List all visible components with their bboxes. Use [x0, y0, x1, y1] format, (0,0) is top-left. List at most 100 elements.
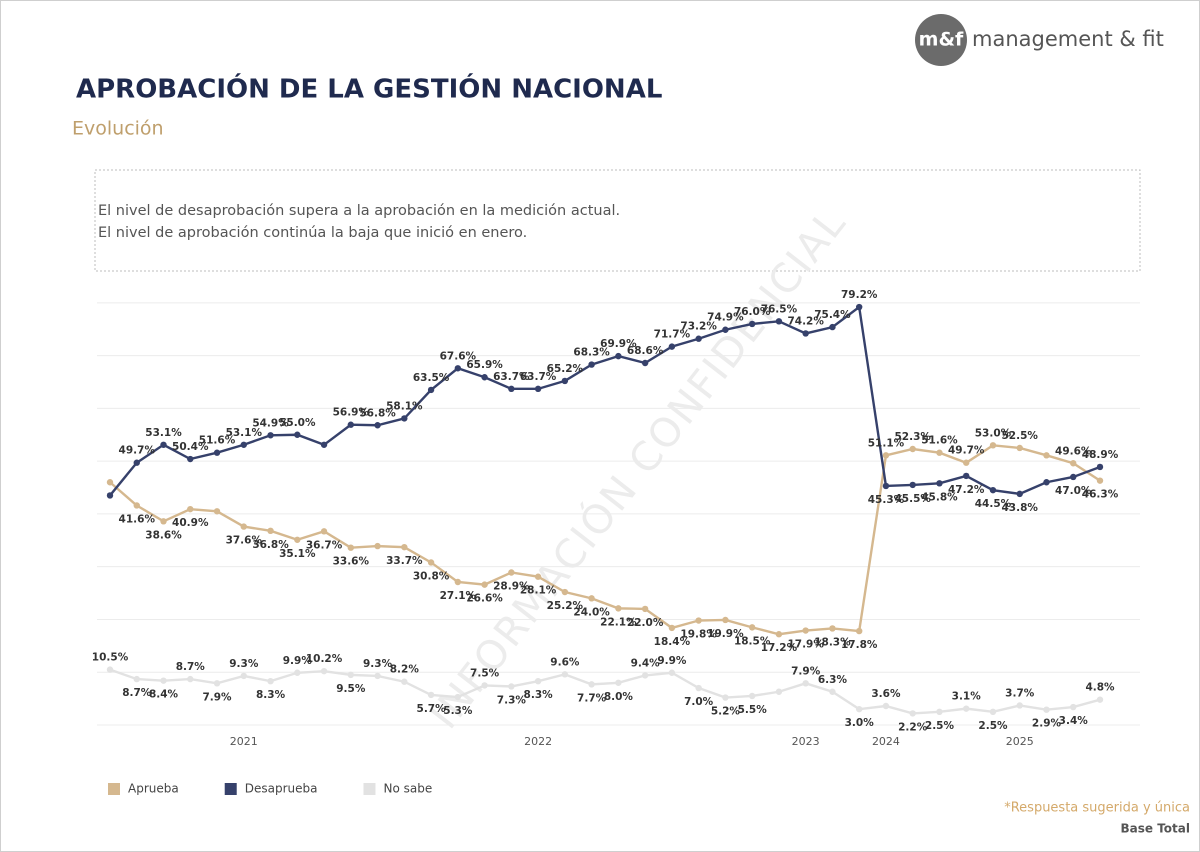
point-marker — [1070, 460, 1077, 467]
point-marker — [294, 431, 301, 438]
data-label: 41.6% — [119, 513, 156, 525]
legend-label: Desaprueba — [245, 782, 318, 796]
point-marker — [909, 481, 916, 489]
point-marker — [481, 682, 488, 689]
data-label: 40.9% — [172, 517, 209, 529]
data-label: 51.6% — [199, 435, 236, 447]
data-label: 7.9% — [791, 665, 821, 677]
data-label: 48.9% — [1082, 449, 1119, 461]
point-marker — [855, 303, 863, 311]
point-marker — [802, 680, 809, 687]
data-label: 58.1% — [386, 400, 423, 412]
data-label: 7.0% — [684, 696, 714, 708]
data-label: 18.4% — [654, 636, 691, 648]
data-label: 30.8% — [413, 570, 450, 582]
point-marker — [374, 542, 381, 550]
point-marker — [722, 616, 729, 624]
point-marker — [187, 675, 194, 683]
point-marker — [588, 361, 595, 368]
point-marker — [294, 669, 301, 676]
point-marker — [775, 688, 783, 695]
point-marker — [695, 335, 702, 342]
point-marker — [829, 323, 836, 331]
data-label: 27.1% — [440, 590, 477, 602]
point-marker — [213, 680, 221, 687]
data-label: 45.5% — [894, 493, 931, 505]
footer-base: Base Total — [1121, 822, 1191, 836]
data-label: 10.2% — [306, 653, 343, 665]
data-label: 28.9% — [493, 580, 530, 592]
data-label: 47.0% — [1055, 485, 1092, 497]
point-marker — [1043, 479, 1050, 486]
point-marker — [561, 588, 569, 596]
legend-label: Aprueba — [128, 782, 179, 796]
point-marker — [829, 625, 836, 632]
point-marker — [320, 441, 328, 448]
point-marker — [722, 326, 729, 333]
point-marker — [1016, 490, 1023, 498]
point-marker — [963, 705, 970, 712]
data-label: 18.5% — [734, 635, 771, 647]
point-marker — [267, 678, 274, 685]
data-label: 73.2% — [680, 321, 717, 333]
data-label: 9.3% — [363, 658, 393, 670]
data-label: 63.7% — [520, 371, 557, 383]
point-marker — [668, 624, 676, 632]
data-label: 54.9% — [252, 417, 289, 429]
data-label: 53.1% — [145, 427, 182, 439]
point-marker — [936, 480, 943, 487]
point-marker — [347, 671, 355, 679]
data-label: 49.7% — [948, 445, 985, 457]
point-marker — [641, 672, 649, 679]
point-marker — [508, 683, 515, 690]
point-marker — [534, 678, 542, 685]
point-marker — [401, 678, 408, 685]
data-label: 3.7% — [1005, 687, 1035, 699]
point-marker — [508, 569, 515, 576]
point-marker — [802, 330, 809, 337]
chart-subtitle: Evolución — [72, 118, 164, 140]
point-marker — [106, 666, 114, 673]
point-marker — [641, 605, 649, 613]
series-line — [109, 304, 1101, 497]
data-label: 69.9% — [600, 338, 637, 350]
chart-title: APROBACIÓN DE LA GESTIÓN NACIONAL — [76, 73, 662, 105]
point-marker — [1016, 702, 1023, 709]
data-label: 79.2% — [841, 289, 878, 301]
point-marker — [454, 578, 462, 586]
data-label: 47.2% — [948, 484, 985, 496]
data-label: 5.5% — [738, 704, 768, 716]
data-label: 65.2% — [547, 363, 584, 375]
data-label: 76.5% — [761, 303, 798, 315]
data-label: 17.8% — [841, 639, 878, 651]
data-label: 8.3% — [256, 689, 286, 701]
data-label: 19.8% — [680, 629, 717, 641]
point-marker — [989, 486, 997, 494]
data-label: 2.5% — [925, 720, 955, 732]
legend-swatch — [224, 783, 237, 795]
series-line — [109, 668, 1101, 715]
point-marker — [320, 667, 328, 675]
point-marker — [213, 508, 221, 515]
point-marker — [855, 627, 863, 635]
data-label: 17.9% — [787, 639, 824, 651]
series-line — [109, 444, 1101, 636]
point-marker — [615, 352, 622, 360]
point-marker — [106, 479, 114, 486]
data-label: 52.3% — [894, 431, 931, 443]
data-label: 10.5% — [92, 652, 129, 664]
data-label: 8.4% — [149, 689, 179, 701]
data-label: 9.4% — [631, 657, 661, 669]
note-line: El nivel de desaprobación supera a la ap… — [98, 203, 620, 219]
point-marker — [695, 684, 702, 692]
point-marker — [160, 441, 167, 448]
data-label: 9.3% — [229, 658, 259, 670]
data-label: 17.2% — [761, 642, 798, 654]
point-marker — [748, 624, 756, 631]
point-marker — [909, 710, 916, 717]
point-marker — [1070, 473, 1077, 481]
point-marker — [588, 595, 595, 602]
point-marker — [829, 688, 836, 695]
data-label: 8.7% — [122, 687, 152, 699]
